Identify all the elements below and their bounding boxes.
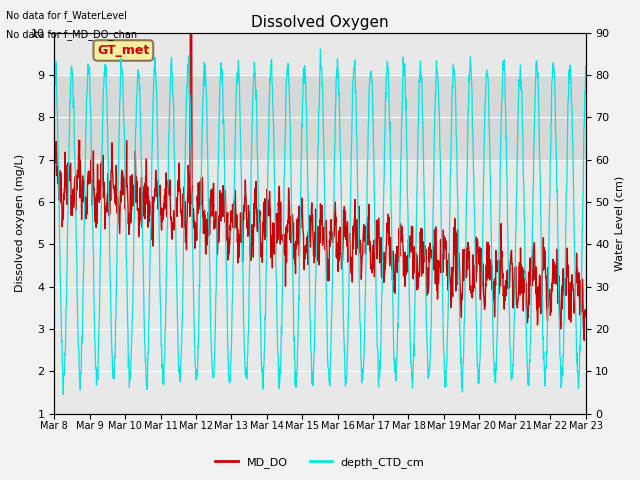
Text: No data for f_MD_DO_chan: No data for f_MD_DO_chan [6, 29, 138, 40]
Legend: MD_DO, depth_CTD_cm: MD_DO, depth_CTD_cm [211, 452, 429, 472]
Bar [54, 75, 586, 160]
Text: GT_met: GT_met [97, 44, 150, 57]
Text: No data for f_WaterLevel: No data for f_WaterLevel [6, 10, 127, 21]
Title: Dissolved Oxygen: Dissolved Oxygen [251, 15, 388, 30]
Y-axis label: Water Level (cm): Water Level (cm) [615, 176, 625, 271]
Y-axis label: Dissolved oxygen (mg/L): Dissolved oxygen (mg/L) [15, 154, 25, 292]
